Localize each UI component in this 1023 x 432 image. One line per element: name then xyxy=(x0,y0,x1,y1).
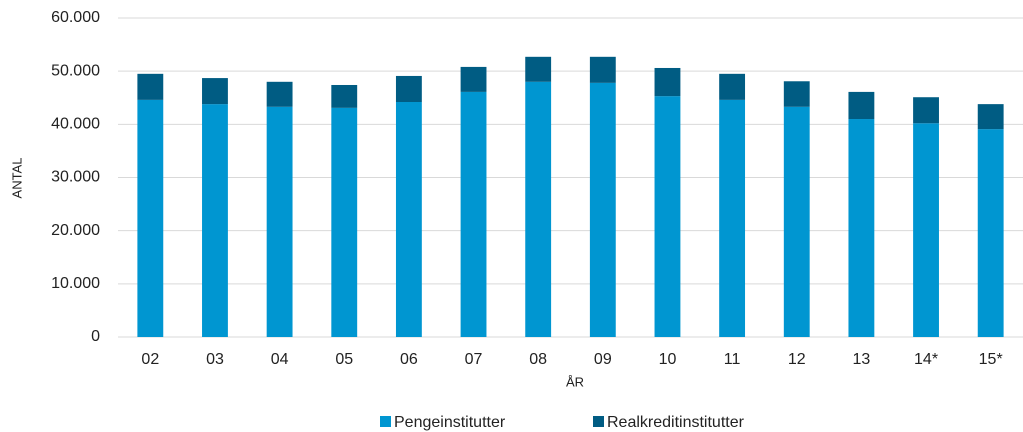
bar-segment xyxy=(331,84,358,108)
y-tick-label: 60.000 xyxy=(51,9,100,26)
bar-segment xyxy=(202,78,228,105)
bar-segment xyxy=(137,73,164,100)
bar-segment xyxy=(719,99,746,337)
y-tick-label: 50.000 xyxy=(51,62,100,79)
bar-segment xyxy=(331,107,358,337)
x-tick-label: 02 xyxy=(141,351,159,368)
y-tick-label: 40.000 xyxy=(51,116,100,133)
bar-segment xyxy=(266,106,293,337)
y-tick-label: 30.000 xyxy=(51,169,100,186)
bar-segment xyxy=(202,104,228,337)
bar-segment xyxy=(460,91,487,337)
bar-segment xyxy=(654,67,681,97)
x-tick-label: 04 xyxy=(271,351,289,368)
legend-swatch xyxy=(380,416,391,427)
bar-segment xyxy=(977,104,1004,130)
x-tick-label: 12 xyxy=(788,351,806,368)
bar-segment xyxy=(589,56,616,83)
x-tick-label: 10 xyxy=(659,351,677,368)
bar-segment xyxy=(783,106,810,337)
y-tick-label: 20.000 xyxy=(51,222,100,239)
bar-segment xyxy=(848,119,875,338)
bar-segment xyxy=(395,75,422,103)
legend-label: Realkreditinstitutter xyxy=(607,414,745,431)
y-tick-label: 0 xyxy=(91,328,100,345)
bar-segment xyxy=(460,66,487,92)
bar-segment xyxy=(913,97,939,124)
bar-segment xyxy=(395,102,422,338)
bar-segment xyxy=(266,81,293,107)
x-tick-label: 11 xyxy=(724,351,741,368)
bar-segment xyxy=(719,73,746,100)
x-tick-label: 07 xyxy=(465,351,483,368)
x-tick-label: 05 xyxy=(335,351,353,368)
bar-segment xyxy=(848,91,875,120)
bar-segment xyxy=(137,99,164,337)
legend-label: Pengeinstitutter xyxy=(394,414,506,431)
x-tick-label: 03 xyxy=(206,351,224,368)
bar-segment xyxy=(654,96,681,337)
x-tick-label: 09 xyxy=(594,351,612,368)
bar-segment xyxy=(589,82,616,337)
bar-segment xyxy=(525,81,552,337)
x-axis-label: ÅR xyxy=(566,374,584,389)
x-tick-label: 15* xyxy=(979,351,1003,368)
bar-segment xyxy=(913,123,939,338)
y-axis-label: ANTAL xyxy=(9,158,24,199)
x-tick-label: 13 xyxy=(852,351,870,368)
x-tick-label: 06 xyxy=(400,351,418,368)
bar-segment xyxy=(977,129,1004,337)
y-tick-label: 10.000 xyxy=(51,275,100,292)
x-tick-label: 08 xyxy=(529,351,547,368)
legend-swatch xyxy=(593,416,604,427)
bar-segment xyxy=(783,81,810,107)
bar-segment xyxy=(525,56,552,82)
x-tick-label: 14* xyxy=(914,351,938,368)
